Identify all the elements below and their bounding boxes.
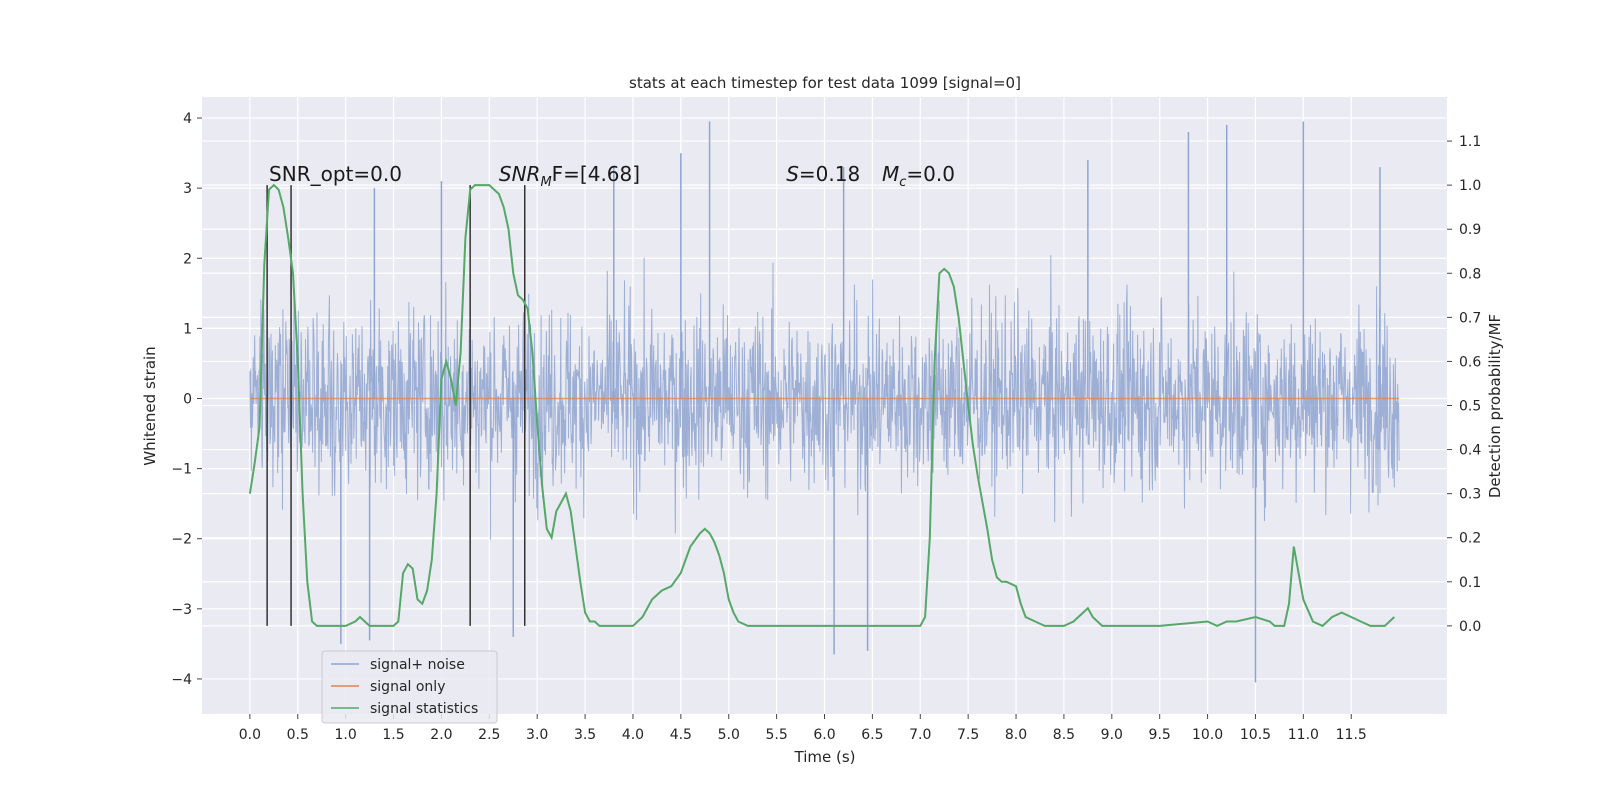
legend: signal+ noise signal only signal statist… xyxy=(321,650,498,724)
x-tick-label: 6.0 xyxy=(813,727,835,743)
annotation-text: SNRMF=[4.68] xyxy=(499,162,640,190)
y-axis-label: Whitened strain xyxy=(141,346,159,465)
series-signal-statistics xyxy=(248,183,1395,628)
y-right-tick-label: 1.1 xyxy=(1459,134,1481,150)
legend-label-signal-statistics: signal statistics xyxy=(370,701,478,717)
legend-label-signal-noise: signal+ noise xyxy=(370,657,465,673)
y-tick-label: 3 xyxy=(183,181,192,197)
x-tick-label: 1.0 xyxy=(335,727,357,743)
y-tick-label: 1 xyxy=(183,321,192,337)
annotation-text: S=0.18 xyxy=(786,162,860,186)
x-tick-label: 10.0 xyxy=(1192,727,1223,743)
x-tick-label: 11.0 xyxy=(1288,727,1319,743)
y-right-tick-label: 0.3 xyxy=(1459,487,1481,503)
signal-statistics-line xyxy=(248,183,1395,628)
y-tick-label: −3 xyxy=(171,602,192,618)
x-tick-label: 3.5 xyxy=(574,727,596,743)
y-right-tick-label: 0.4 xyxy=(1459,443,1481,459)
annotations: SNR_opt=0.0 SNRMF=[4.68] S=0.18 Mc=0.0 xyxy=(269,162,955,190)
y-tick-label: 4 xyxy=(183,111,192,127)
y-right-tick-label: 0.0 xyxy=(1459,619,1481,635)
x-tick-label: 5.0 xyxy=(718,727,740,743)
y-axis-left: −4 −3 −2 −1 0 1 2 3 4 xyxy=(171,111,202,688)
y-right-tick-label: 0.7 xyxy=(1459,310,1481,326)
y-tick-label: −1 xyxy=(171,462,192,478)
x-tick-label: 9.5 xyxy=(1149,727,1171,743)
y-right-tick-label: 0.9 xyxy=(1459,222,1481,238)
annotation-text: Mc=0.0 xyxy=(882,162,955,190)
y-tick-label: 0 xyxy=(183,391,192,407)
y-tick-label: −2 xyxy=(171,532,192,548)
y-right-tick-label: 0.1 xyxy=(1459,575,1481,591)
y-right-tick-label: 0.2 xyxy=(1459,531,1481,547)
x-tick-label: 0.0 xyxy=(239,727,261,743)
x-tick-label: 10.5 xyxy=(1240,727,1271,743)
series-signal-noise xyxy=(249,121,1400,683)
y-right-tick-label: 1.0 xyxy=(1459,178,1481,194)
x-tick-label: 7.5 xyxy=(957,727,979,743)
x-tick-label: 6.5 xyxy=(861,727,883,743)
y-right-tick-label: 0.6 xyxy=(1459,354,1481,370)
y-axis-right-label: Detection probability/MF xyxy=(1486,314,1504,498)
y-tick-label: 2 xyxy=(183,251,192,267)
y-right-tick-label: 0.8 xyxy=(1459,266,1481,282)
x-tick-label: 9.0 xyxy=(1101,727,1123,743)
chart-title: stats at each timestep for test data 109… xyxy=(629,74,1021,92)
x-tick-label: 11.5 xyxy=(1336,727,1367,743)
x-tick-label: 4.5 xyxy=(670,727,692,743)
legend-label-signal-only: signal only xyxy=(370,679,445,695)
x-tick-label: 3.0 xyxy=(526,727,548,743)
x-axis: 0.0 0.5 1.0 1.5 2.0 2.5 3.0 3.5 4.0 4.5 5.0 5.5 6.0 6… xyxy=(239,714,1367,743)
x-tick-label: 2.0 xyxy=(430,727,452,743)
x-tick-label: 2.5 xyxy=(478,727,500,743)
signal-noise-line xyxy=(249,254,1400,540)
annotation-text: SNR_opt=0.0 xyxy=(269,162,402,186)
x-tick-label: 0.5 xyxy=(287,727,309,743)
x-tick-label: 1.5 xyxy=(382,727,404,743)
legend-box xyxy=(321,650,498,724)
x-tick-label: 5.5 xyxy=(765,727,787,743)
y-right-tick-label: 0.5 xyxy=(1459,399,1481,415)
x-tick-label: 8.0 xyxy=(1005,727,1027,743)
y-axis-right: 0.0 0.1 0.2 0.3 0.4 0.5 0.6 0.7 0.8 0.9 1.0 1.1 xyxy=(1447,134,1481,635)
x-tick-label: 4.0 xyxy=(622,727,644,743)
x-axis-label: Time (s) xyxy=(794,748,856,766)
y-tick-label: −4 xyxy=(171,672,192,688)
x-tick-label: 7.0 xyxy=(909,727,931,743)
x-tick-label: 8.5 xyxy=(1053,727,1075,743)
